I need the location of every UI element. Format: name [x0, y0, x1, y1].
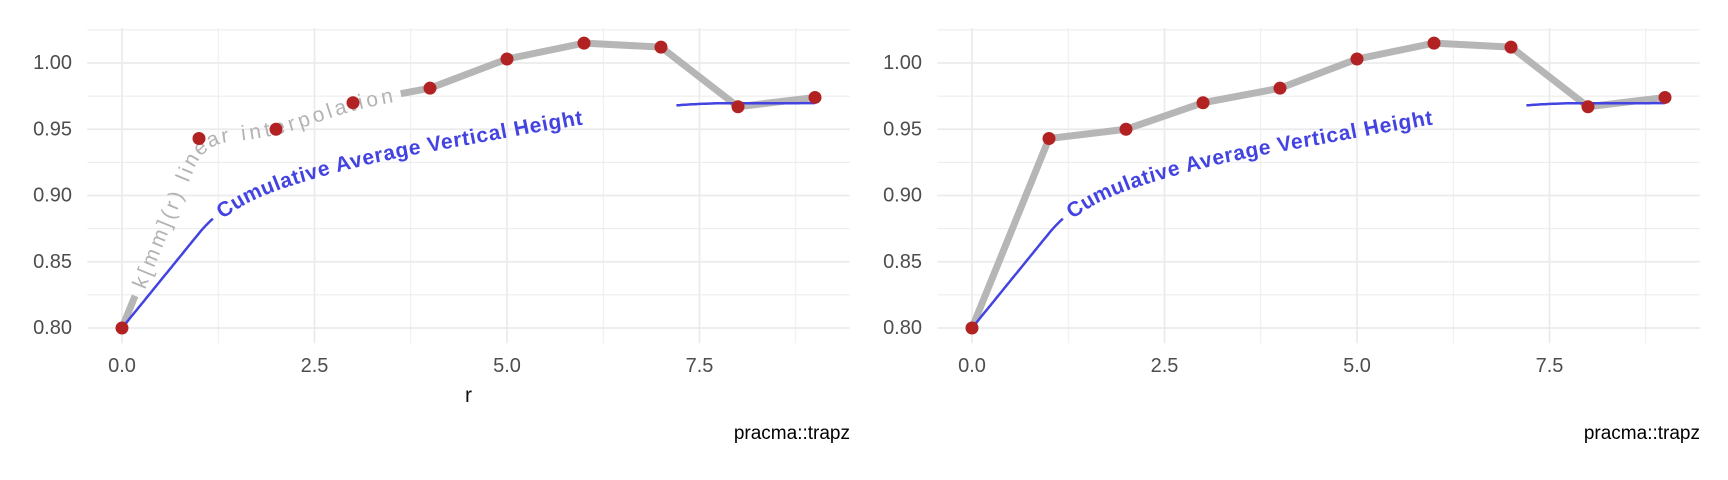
blue-line-segment [121, 217, 214, 329]
right-chart-panel: Cumulative Average Vertical Height 0.0 2.5… [864, 0, 1728, 480]
data-point [1042, 132, 1056, 146]
x-axis-tick-label: 7.5 [1536, 355, 1564, 377]
gray-line-segment [968, 39, 1666, 330]
cumulative-line-blue [121, 101, 816, 329]
data-points [115, 36, 822, 335]
data-point [1119, 122, 1133, 136]
left-chart-panel: k[mm](r) linear interpolationCumulative … [33, 28, 850, 444]
x-axis-tick-label: 2.5 [301, 355, 329, 377]
y-axis-tick-label: 1.00 [883, 52, 922, 74]
inline-label-blue: Cumulative Average Vertical Height [1062, 106, 1434, 223]
data-point [1581, 100, 1595, 114]
blue-line-segment [1526, 101, 1666, 107]
data-point [269, 122, 283, 136]
x-axis-tick-label: 0.0 [958, 355, 986, 377]
data-point [500, 52, 514, 66]
y-axis-tick-label: 0.95 [33, 118, 72, 140]
data-line-gray [118, 39, 816, 330]
data-point [1273, 81, 1287, 95]
caption-left: pracma::trapz [733, 423, 850, 444]
blue-line-segment [971, 217, 1064, 329]
x-axis-tick-label: 7.5 [686, 355, 714, 377]
blue-line-segment [676, 101, 816, 107]
data-point [577, 36, 591, 50]
y-axis-tick-label: 0.80 [883, 317, 922, 339]
y-axis-tick-label: 0.90 [33, 185, 72, 207]
axis-labels: 0.0 2.5 5.0 7.5 0.80 0.85 0.90 0.95 1.00 [883, 52, 1563, 377]
data-point [423, 81, 437, 95]
x-axis-tick-label: 2.5 [1151, 355, 1179, 377]
data-point [965, 321, 979, 335]
y-axis-tick-label: 0.95 [883, 118, 922, 140]
data-point [192, 132, 206, 146]
data-point [346, 96, 360, 110]
gridlines [937, 28, 1700, 344]
data-points [965, 36, 1672, 335]
y-axis-tick-label: 0.90 [883, 185, 922, 207]
y-axis-tick-label: 1.00 [33, 52, 72, 74]
y-axis-tick-label: 0.85 [883, 251, 922, 273]
left-chart: k[mm](r) linear interpolationCumulative … [33, 28, 850, 377]
data-point [115, 321, 129, 335]
y-axis-tick-label: 0.85 [33, 251, 72, 273]
y-axis-tick-label: 0.80 [33, 317, 72, 339]
data-line-gray [968, 39, 1666, 330]
right-chart: Cumulative Average Vertical Height 0.0 2.5… [883, 28, 1700, 377]
cumulative-line-blue [971, 101, 1666, 329]
data-point [1658, 90, 1672, 104]
data-point [1350, 52, 1364, 66]
data-point [654, 40, 668, 54]
data-point [1427, 36, 1441, 50]
caption-right: pracma::trapz [1583, 423, 1700, 444]
x-axis-title: r [465, 384, 472, 407]
x-axis-tick-label: 0.0 [108, 355, 136, 377]
data-point [1196, 96, 1210, 110]
data-point [808, 90, 822, 104]
data-point [1504, 40, 1518, 54]
x-axis-tick-label: 5.0 [1343, 355, 1371, 377]
data-point [731, 100, 745, 114]
gridlines [87, 28, 850, 344]
axis-labels: 0.0 2.5 5.0 7.5 0.80 0.85 0.90 0.95 1.00 [33, 52, 713, 377]
x-axis-tick-label: 5.0 [493, 355, 521, 377]
gray-line-segment [400, 39, 816, 111]
